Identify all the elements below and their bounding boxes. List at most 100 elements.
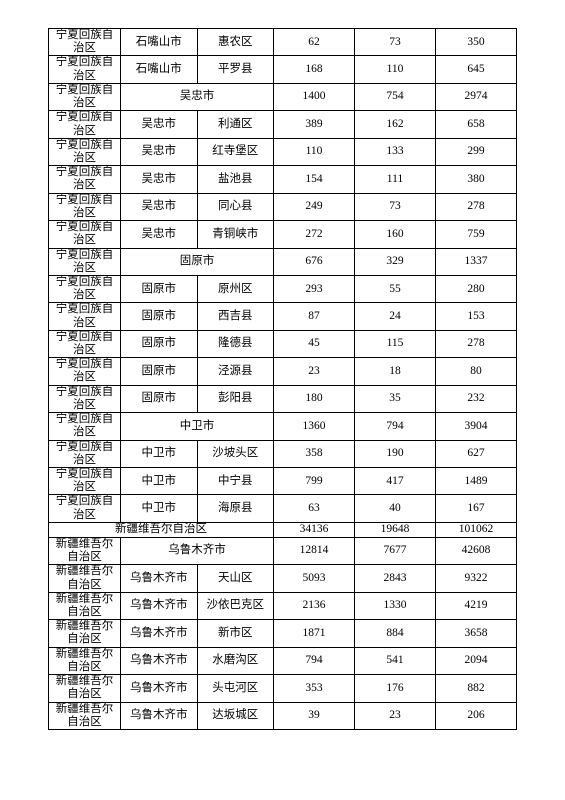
table-cell: 293	[274, 275, 355, 302]
table-cell: 固原市	[121, 330, 198, 357]
table-cell: 宁夏回族自治区	[49, 248, 121, 275]
table-cell: 固原市	[121, 248, 274, 275]
table-cell: 水磨沟区	[197, 647, 274, 674]
table-cell: 1330	[355, 592, 436, 619]
table-cell: 272	[274, 221, 355, 248]
table-cell: 新市区	[197, 620, 274, 647]
table-cell: 同心县	[197, 193, 274, 220]
table-cell: 固原市	[121, 275, 198, 302]
table-cell: 299	[436, 138, 517, 165]
table-cell: 宁夏回族自治区	[49, 440, 121, 467]
table-row: 宁夏回族自治区固原市6763291337	[49, 248, 517, 275]
table-cell: 新疆维吾尔自治区	[49, 702, 121, 729]
table-cell: 180	[274, 385, 355, 412]
table-cell: 658	[436, 111, 517, 138]
table-cell: 吴忠市	[121, 83, 274, 110]
table-cell: 2843	[355, 565, 436, 592]
table-cell: 329	[355, 248, 436, 275]
table-cell: 宁夏回族自治区	[49, 413, 121, 440]
table-cell: 358	[274, 440, 355, 467]
table-row: 宁夏回族自治区固原市彭阳县18035232	[49, 385, 517, 412]
table-row: 新疆维吾尔自治区乌鲁木齐市头屯河区353176882	[49, 675, 517, 702]
table-cell: 宁夏回族自治区	[49, 166, 121, 193]
table-cell: 1360	[274, 413, 355, 440]
table-cell: 宁夏回族自治区	[49, 468, 121, 495]
table-cell: 中宁县	[197, 468, 274, 495]
table-cell: 新疆维吾尔自治区	[49, 620, 121, 647]
table-cell: 73	[355, 193, 436, 220]
table-cell: 380	[436, 166, 517, 193]
table-cell: 278	[436, 193, 517, 220]
table-cell: 884	[355, 620, 436, 647]
table-cell: 115	[355, 330, 436, 357]
table-cell: 153	[436, 303, 517, 330]
table-cell: 154	[274, 166, 355, 193]
table-row: 宁夏回族自治区吴忠市利通区389162658	[49, 111, 517, 138]
table-cell: 沙依巴克区	[197, 592, 274, 619]
table-cell: 35	[355, 385, 436, 412]
table-cell: 宁夏回族自治区	[49, 193, 121, 220]
table-cell: 3658	[436, 620, 517, 647]
table-cell: 天山区	[197, 565, 274, 592]
table-cell: 24	[355, 303, 436, 330]
table-cell: 吴忠市	[121, 111, 198, 138]
table-cell: 吴忠市	[121, 221, 198, 248]
table-cell: 62	[274, 29, 355, 56]
table-cell: 4219	[436, 592, 517, 619]
table-cell: 原州区	[197, 275, 274, 302]
table-cell: 34136	[274, 522, 355, 537]
table-row: 宁夏回族自治区固原市原州区29355280	[49, 275, 517, 302]
table-cell: 宁夏回族自治区	[49, 495, 121, 522]
table-cell: 新疆维吾尔自治区	[49, 675, 121, 702]
table-cell: 达坂城区	[197, 702, 274, 729]
table-cell: 80	[436, 358, 517, 385]
table-cell: 110	[355, 56, 436, 83]
table-row: 宁夏回族自治区固原市泾源县231880	[49, 358, 517, 385]
table-row: 宁夏回族自治区吴忠市红寺堡区110133299	[49, 138, 517, 165]
table-cell: 宁夏回族自治区	[49, 221, 121, 248]
table-cell: 168	[274, 56, 355, 83]
table-cell: 353	[274, 675, 355, 702]
table-cell: 宁夏回族自治区	[49, 303, 121, 330]
table-cell: 12814	[274, 537, 355, 564]
table-cell: 惠农区	[197, 29, 274, 56]
table-cell: 101062	[436, 522, 517, 537]
table-row: 宁夏回族自治区固原市隆德县45115278	[49, 330, 517, 357]
table-cell: 新疆维吾尔自治区	[49, 537, 121, 564]
table-cell: 167	[436, 495, 517, 522]
table-cell: 利通区	[197, 111, 274, 138]
table-cell: 中卫市	[121, 495, 198, 522]
table-cell: 青铜峡市	[197, 221, 274, 248]
table-cell: 宁夏回族自治区	[49, 138, 121, 165]
table-cell: 3904	[436, 413, 517, 440]
table-cell: 799	[274, 468, 355, 495]
table-cell: 206	[436, 702, 517, 729]
table-row: 宁夏回族自治区中卫市海原县6340167	[49, 495, 517, 522]
table-cell: 宁夏回族自治区	[49, 385, 121, 412]
table-cell: 676	[274, 248, 355, 275]
table-cell: 固原市	[121, 385, 198, 412]
table-cell: 沙坡头区	[197, 440, 274, 467]
table-cell: 23	[355, 702, 436, 729]
table-row: 宁夏回族自治区中卫市沙坡头区358190627	[49, 440, 517, 467]
table-row: 宁夏回族自治区吴忠市14007542974	[49, 83, 517, 110]
table-cell: 新疆维吾尔自治区	[49, 565, 121, 592]
table-cell: 乌鲁木齐市	[121, 620, 198, 647]
table-cell: 1400	[274, 83, 355, 110]
table-cell: 18	[355, 358, 436, 385]
table-cell: 2136	[274, 592, 355, 619]
table-cell: 宁夏回族自治区	[49, 83, 121, 110]
table-cell: 1337	[436, 248, 517, 275]
table-cell: 新疆维吾尔自治区	[49, 522, 274, 537]
table-cell: 石嘴山市	[121, 29, 198, 56]
table-row: 新疆维吾尔自治区乌鲁木齐市新市区18718843658	[49, 620, 517, 647]
table-cell: 乌鲁木齐市	[121, 675, 198, 702]
table-cell: 吴忠市	[121, 138, 198, 165]
table-cell: 泾源县	[197, 358, 274, 385]
table-row: 宁夏回族自治区石嘴山市惠农区6273350	[49, 29, 517, 56]
table-cell: 中卫市	[121, 413, 274, 440]
table-cell: 794	[274, 647, 355, 674]
table-cell: 吴忠市	[121, 193, 198, 220]
table-cell: 160	[355, 221, 436, 248]
table-cell: 石嘴山市	[121, 56, 198, 83]
